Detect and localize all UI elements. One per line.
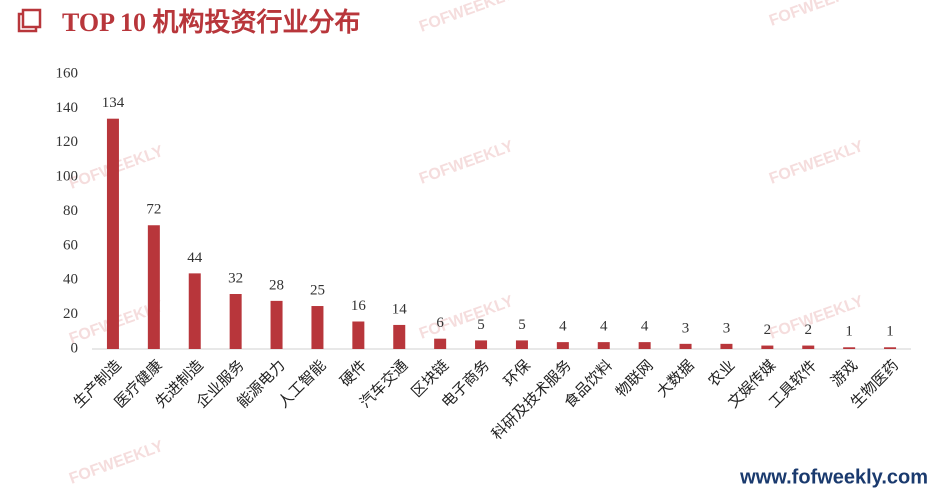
bar (229, 294, 242, 349)
y-tick-label: 60 (63, 237, 78, 253)
x-tick-label: 农业 (705, 356, 739, 390)
bar (106, 118, 119, 349)
bar (311, 306, 324, 349)
bar (843, 347, 856, 349)
y-tick-label: 20 (63, 306, 78, 322)
value-label: 25 (310, 282, 325, 298)
value-label: 5 (477, 317, 485, 333)
value-label: 1 (845, 324, 853, 340)
y-tick-label: 120 (56, 134, 79, 150)
y-tick-label: 40 (63, 272, 78, 288)
bar (352, 321, 365, 349)
y-tick-label: 140 (56, 100, 79, 116)
value-label: 32 (228, 270, 243, 286)
bar (597, 342, 610, 349)
watermark: FOFWEEKLY (767, 138, 866, 188)
bar (638, 342, 651, 349)
y-tick-label: 160 (56, 65, 79, 81)
watermark: FOFWEEKLY (767, 0, 866, 30)
watermark: FOFWEEKLY (67, 438, 166, 488)
bar (147, 225, 160, 349)
value-label: 6 (436, 315, 444, 331)
value-label: 14 (392, 301, 408, 317)
value-label: 4 (559, 319, 567, 335)
bar (475, 340, 488, 349)
value-label: 28 (269, 277, 284, 293)
source-url: www.fofweekly.com (739, 466, 928, 488)
value-label: 134 (102, 95, 125, 111)
bar (761, 345, 774, 349)
bar (884, 347, 897, 349)
value-label: 1 (886, 324, 894, 340)
bar (679, 343, 692, 349)
value-label: 4 (641, 319, 649, 335)
value-label: 3 (723, 320, 731, 336)
title-icon (21, 8, 42, 29)
bar (393, 324, 406, 349)
value-label: 5 (518, 317, 526, 333)
watermark: FOFWEEKLY (417, 293, 516, 343)
bar (556, 342, 569, 349)
bar (515, 340, 528, 349)
value-label: 4 (600, 319, 608, 335)
bar (720, 343, 733, 349)
watermark: FOFWEEKLY (417, 138, 516, 188)
x-tick-label: 环保 (500, 356, 534, 390)
x-tick-label: 硬件 (336, 356, 370, 390)
y-tick-label: 100 (56, 169, 79, 185)
value-label: 72 (146, 202, 161, 218)
value-label: 44 (187, 250, 203, 266)
value-label: 2 (805, 322, 813, 338)
value-label: 3 (682, 320, 690, 336)
bar (188, 273, 201, 349)
x-tick-label: 大数据 (653, 356, 698, 401)
value-label: 2 (764, 322, 772, 338)
bar (802, 345, 815, 349)
value-label: 16 (351, 298, 367, 314)
bar (270, 300, 283, 349)
y-tick-label: 80 (63, 203, 78, 219)
watermark: FOFWEEKLY (417, 0, 516, 36)
chart-title: TOP 10 机构投资行业分布 (62, 7, 361, 37)
x-tick-label: 物联网 (612, 356, 657, 401)
y-tick-label: 0 (71, 340, 79, 356)
bar (434, 338, 447, 349)
x-tick-label: 游戏 (827, 356, 861, 390)
